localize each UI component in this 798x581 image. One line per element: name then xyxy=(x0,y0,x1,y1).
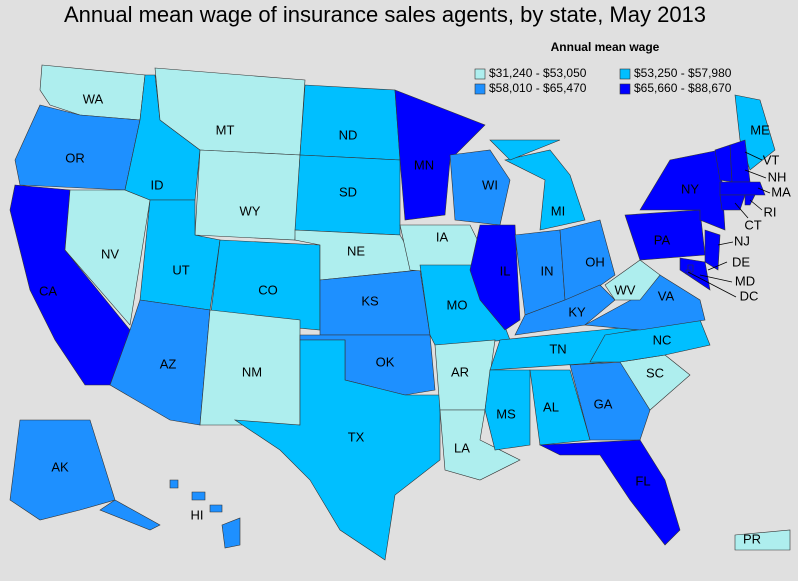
state-shape xyxy=(169,479,179,489)
state-label: HI xyxy=(191,507,204,522)
legend-swatch xyxy=(619,83,631,95)
state-shape xyxy=(233,339,441,561)
pointer-line xyxy=(744,151,763,161)
state-label: CA xyxy=(39,283,57,298)
state-label: PR xyxy=(743,531,761,546)
state-shape xyxy=(469,224,521,331)
pointer-line xyxy=(749,199,763,211)
state-label: WI xyxy=(482,177,498,192)
state-label: NC xyxy=(653,332,672,347)
state-label: WY xyxy=(240,203,261,218)
state-shape xyxy=(449,149,511,226)
state-label: KS xyxy=(361,293,379,308)
pointer-line xyxy=(687,271,737,298)
state-label: OK xyxy=(376,354,395,369)
state-label: NM xyxy=(242,364,262,379)
state-label: LA xyxy=(454,440,470,455)
pointer-line xyxy=(757,187,771,194)
pointer-line xyxy=(699,274,733,283)
state-label: DE xyxy=(732,254,750,269)
state-label: CO xyxy=(258,282,278,297)
state-label: TX xyxy=(348,429,365,444)
state-label: NJ xyxy=(734,233,750,248)
pointers xyxy=(687,151,771,298)
state-label: SD xyxy=(339,184,357,199)
state-label: AR xyxy=(451,364,469,379)
state-label: MT xyxy=(216,122,235,137)
state-label: MS xyxy=(496,406,516,421)
state-shape xyxy=(504,149,586,231)
state-label: NV xyxy=(101,246,119,261)
state-label: GA xyxy=(594,396,613,411)
state-label: NH xyxy=(768,169,787,184)
pointer-line xyxy=(744,169,767,179)
state-shape xyxy=(569,361,651,441)
state-label: SC xyxy=(646,365,664,380)
state-label: CT xyxy=(744,217,761,232)
state-label: IL xyxy=(500,263,511,278)
state-label: ME xyxy=(750,122,770,137)
legend-label: $31,240 - $53,050 xyxy=(489,66,587,80)
state-shape xyxy=(194,149,301,241)
state-label: KY xyxy=(568,304,586,319)
pointer-line xyxy=(707,261,728,271)
state-label: WV xyxy=(615,282,636,297)
state-label: VA xyxy=(658,288,675,303)
state-shape xyxy=(734,529,791,551)
state-shape xyxy=(704,229,721,271)
state-label: TN xyxy=(549,341,566,356)
state-label: DC xyxy=(740,288,759,303)
state-shape xyxy=(639,149,726,231)
state-label: ID xyxy=(151,177,164,192)
state-label: ND xyxy=(339,127,358,142)
state-shape xyxy=(484,369,531,451)
state-label: MI xyxy=(551,203,565,218)
legend-swatch xyxy=(474,83,486,95)
state-label: IN xyxy=(541,263,554,278)
state-shape xyxy=(719,194,746,211)
map-title: Annual mean wage of insurance sales agen… xyxy=(64,2,706,27)
legend-label: $58,010 - $65,470 xyxy=(489,81,587,95)
state-shape xyxy=(191,491,206,501)
state-label: RI xyxy=(764,204,777,219)
state-shape xyxy=(538,439,681,546)
state-label: UT xyxy=(172,262,189,277)
state-shape xyxy=(9,419,116,521)
state-label: FL xyxy=(635,473,650,488)
state-label: IA xyxy=(436,229,449,244)
state-label: MO xyxy=(447,297,468,312)
state-label: NY xyxy=(681,181,699,196)
state-label: NE xyxy=(347,243,365,258)
state-shape xyxy=(489,139,561,161)
state-shape xyxy=(221,517,241,549)
state-label: AK xyxy=(51,459,69,474)
state-shape xyxy=(209,504,223,513)
state-label: PA xyxy=(654,232,671,247)
legend-swatch xyxy=(619,68,631,80)
state-label: MN xyxy=(414,157,434,172)
state-label: AL xyxy=(543,399,559,414)
state-shape xyxy=(604,259,661,301)
pointer-line xyxy=(734,202,749,219)
state-shape xyxy=(719,181,766,196)
state-shape xyxy=(64,189,151,326)
state-label: WA xyxy=(83,91,104,106)
legend-swatch xyxy=(474,68,486,80)
pointer-line xyxy=(717,241,734,246)
state-label: MD xyxy=(735,273,755,288)
state-label: MA xyxy=(771,184,791,199)
state-label: OR xyxy=(65,150,85,165)
legend-label: $53,250 - $57,980 xyxy=(634,66,732,80)
state-shape xyxy=(394,89,486,221)
legend-title: Annual mean wage xyxy=(551,40,660,54)
state-shape xyxy=(299,84,401,161)
state-shape xyxy=(679,257,711,291)
state-label: AZ xyxy=(160,356,177,371)
state-label: OH xyxy=(585,254,605,269)
state-shape xyxy=(99,499,161,531)
legend-label: $65,660 - $88,670 xyxy=(634,81,732,95)
state-label: VT xyxy=(763,152,780,167)
